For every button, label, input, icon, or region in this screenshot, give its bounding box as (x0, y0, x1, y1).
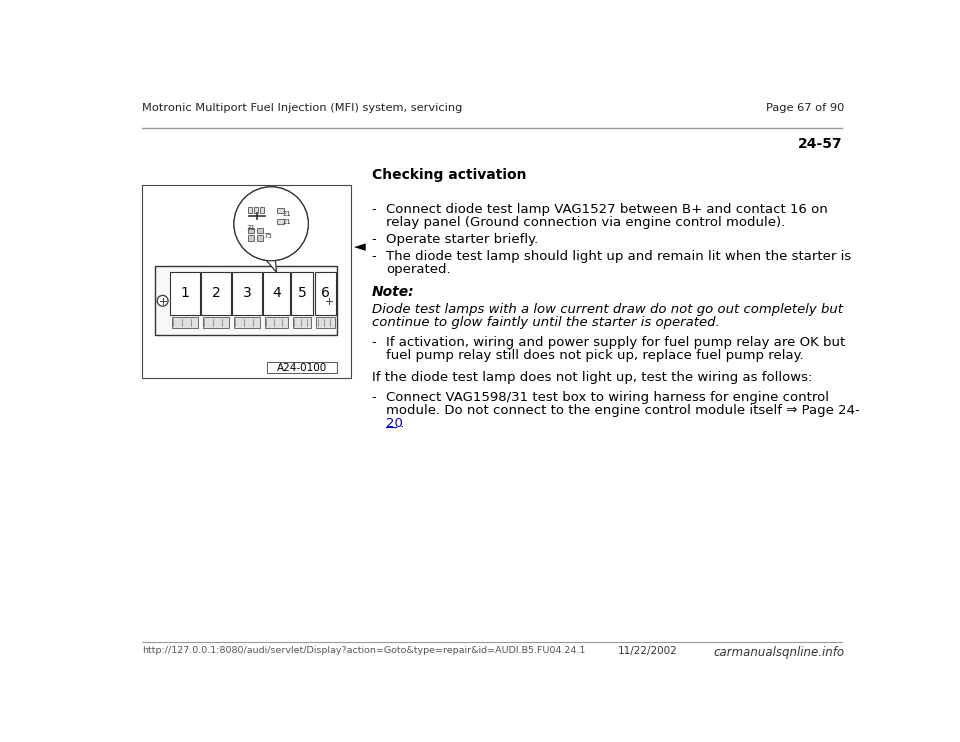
Text: Operate starter briefly.: Operate starter briefly. (386, 233, 538, 246)
Text: 21: 21 (283, 211, 292, 217)
Text: continue to glow faintly until the starter is operated.: continue to glow faintly until the start… (372, 316, 720, 329)
Text: If the diode test lamp does not light up, test the wiring as follows:: If the diode test lamp does not light up… (372, 371, 812, 384)
Bar (291, 272, 313, 315)
Text: fuel pump relay still does not pick up, replace fuel pump relay.: fuel pump relay still does not pick up, … (386, 349, 804, 362)
Text: -: - (372, 203, 376, 216)
Bar (142, 186, 351, 378)
Text: 2: 2 (212, 286, 221, 300)
Polygon shape (263, 257, 276, 272)
Text: 1: 1 (180, 286, 189, 300)
Circle shape (234, 187, 308, 260)
Bar (232, 272, 262, 315)
Text: Diode test lamps with a low current draw do not go out completely but: Diode test lamps with a low current draw… (372, 303, 843, 316)
Bar (248, 228, 254, 233)
Text: The diode test lamp should light up and remain lit when the starter is: The diode test lamp should light up and … (386, 250, 852, 263)
Circle shape (324, 295, 335, 306)
Text: 75: 75 (263, 233, 273, 239)
Text: Page 67 of 90: Page 67 of 90 (766, 103, 845, 113)
Bar (248, 207, 252, 213)
Text: 5: 5 (298, 286, 306, 300)
Text: 6: 6 (321, 286, 330, 300)
Bar (248, 235, 254, 240)
Text: 24-57: 24-57 (798, 137, 842, 151)
Text: -: - (372, 250, 376, 263)
Bar (277, 209, 283, 213)
Bar (170, 272, 200, 315)
Text: Note:: Note: (372, 285, 415, 298)
Bar (254, 207, 258, 213)
Text: 31: 31 (247, 226, 255, 232)
Text: 21: 21 (283, 219, 292, 225)
Text: 20: 20 (386, 417, 402, 430)
Bar (315, 272, 336, 315)
Text: 4: 4 (273, 286, 281, 300)
Text: module. Do not connect to the engine control module itself ⇒ Page 24-: module. Do not connect to the engine con… (386, 404, 859, 417)
Circle shape (157, 295, 168, 306)
Bar (202, 272, 230, 315)
Text: Motronic Multiport Fuel Injection (MFI) system, servicing: Motronic Multiport Fuel Injection (MFI) … (142, 103, 462, 113)
Bar (316, 317, 335, 328)
Text: 11/22/2002: 11/22/2002 (618, 646, 678, 656)
Text: A24-0100: A24-0100 (277, 363, 327, 372)
Text: If activation, wiring and power supply for fuel pump relay are OK but: If activation, wiring and power supply f… (386, 336, 845, 349)
Text: Connect VAG1598/31 test box to wiring harness for engine control: Connect VAG1598/31 test box to wiring ha… (386, 391, 828, 404)
Bar (203, 317, 229, 328)
Bar (263, 272, 290, 315)
Text: relay panel (Ground connection via engine control module).: relay panel (Ground connection via engin… (386, 216, 785, 229)
Text: .: . (396, 417, 404, 430)
Bar (293, 317, 311, 328)
Bar (155, 266, 337, 335)
Text: Connect diode test lamp VAG1527 between B+ and contact 16 on: Connect diode test lamp VAG1527 between … (386, 203, 828, 216)
Bar (260, 207, 264, 213)
Text: carmanualsqnline.info: carmanualsqnline.info (713, 646, 845, 659)
Text: -: - (372, 391, 376, 404)
Bar (257, 235, 263, 240)
Bar (265, 317, 288, 328)
Bar (277, 219, 283, 224)
Text: operated.: operated. (386, 263, 450, 276)
Text: http://127.0.0.1:8080/audi/servlet/Display?action=Goto&type=repair&id=AUDI.B5.FU: http://127.0.0.1:8080/audi/servlet/Displ… (142, 646, 585, 654)
Text: 3: 3 (243, 286, 252, 300)
Text: ◄: ◄ (354, 240, 366, 255)
Text: -: - (372, 336, 376, 349)
Bar (234, 317, 260, 328)
Text: -: - (372, 233, 376, 246)
Text: Checking activation: Checking activation (372, 168, 526, 183)
Bar (257, 228, 263, 233)
Bar (172, 317, 199, 328)
Circle shape (234, 187, 308, 260)
Bar (267, 362, 337, 373)
